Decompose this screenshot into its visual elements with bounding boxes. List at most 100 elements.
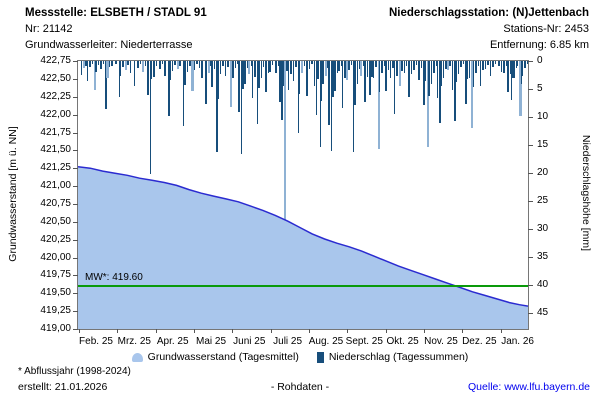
source-link[interactable]: Quelle: www.lfu.bayern.de [468, 381, 590, 393]
precip-bar [144, 61, 147, 66]
precip-bar [328, 61, 330, 125]
precip-bar [306, 61, 308, 96]
y-left-tick [73, 186, 78, 188]
precip-bar [348, 61, 350, 70]
precip-bar [471, 61, 474, 128]
precip-bar [445, 61, 447, 69]
precip-bar [171, 61, 174, 72]
y-left-tick-label: 419,00 [40, 323, 71, 334]
precip-bar [389, 61, 392, 79]
precip-bar [320, 61, 323, 102]
precip-bar [298, 61, 301, 94]
precip-bar [150, 61, 153, 79]
precip-bar [89, 61, 91, 67]
y-right-tick-label: 25 [537, 194, 549, 206]
y-right-tick [528, 312, 533, 314]
x-axis-tick-label: Feb. 25 [79, 336, 113, 347]
precip-bar [227, 61, 229, 67]
precip-bar [292, 61, 295, 82]
precip-bar [352, 61, 355, 152]
precip-bar [303, 61, 306, 66]
y-left-tick [73, 257, 78, 259]
y-left-tick [73, 275, 78, 277]
source: Quelle: www.lfu.bayern.de [468, 381, 590, 393]
y-left-tick-label: 419,50 [40, 287, 71, 299]
station-header: Messstelle: ELSBETH / STADL 91 Nr: 21142… [25, 5, 207, 53]
precip-bar [362, 61, 365, 66]
precip-bar [428, 61, 430, 96]
precip-bar [424, 61, 426, 82]
precip-bar [396, 61, 398, 76]
y-right-tick-label: 40 [537, 278, 549, 290]
y-right-tick-label: 20 [537, 166, 549, 178]
precip-bar [86, 61, 89, 82]
chart-frame: MW*: 419.60 422,75 422,50 422,25 422,00 421,… [40, 55, 548, 347]
precip-bar [229, 61, 232, 107]
precip-bar [492, 61, 494, 68]
precip-bar [244, 61, 246, 84]
precip-bar [334, 61, 336, 92]
precip-bar [269, 61, 271, 73]
precip-bar [186, 61, 189, 73]
precip-bar [466, 61, 468, 79]
precip-bar [498, 61, 500, 66]
x-axis-tick [347, 329, 349, 333]
precip-bar [513, 61, 515, 78]
precip-bar [184, 61, 186, 85]
y-left-tick-label: 420,25 [40, 233, 71, 245]
y-right-tick [528, 228, 533, 230]
precip-bar [97, 61, 100, 65]
precip-bar [433, 61, 435, 73]
y-left-tick [73, 78, 78, 80]
precip-bar [451, 61, 454, 90]
precip-bar [520, 61, 523, 84]
precip-bar [295, 61, 297, 67]
precip-bar [410, 61, 413, 75]
x-axis-tick-label: Mrz. 25 [117, 336, 151, 347]
y-left-tick-label: 422,25 [40, 90, 71, 102]
precip-bar [94, 61, 97, 91]
precip-bar [176, 61, 179, 70]
y-left-tick-label: 422,00 [40, 108, 71, 120]
x-axis-tick-label: Mai 25 [195, 336, 227, 347]
legend-item-precipitation: Niederschlag (Tagessummen) [316, 351, 469, 363]
precip-bar [369, 61, 371, 96]
y-right-tick [528, 256, 533, 258]
precip-station-distance: Entfernung: 6.85 km [489, 39, 589, 51]
precip-bar [372, 61, 375, 79]
precip-bar [182, 61, 185, 126]
precip-bar [287, 61, 290, 90]
precip-bar [129, 61, 132, 73]
precip-bar [500, 61, 503, 72]
precip-bar [258, 61, 260, 88]
precip-bar [222, 61, 224, 66]
precip-bar [159, 61, 161, 70]
precip-bar [317, 61, 319, 79]
aquifer-name: Grundwasserleiter: Niederterrasse [25, 39, 193, 51]
precip-bar [356, 61, 359, 84]
precip-bar [137, 61, 139, 68]
precip-bar [133, 61, 136, 86]
precip-bar [455, 61, 457, 83]
y-left-tick-label: 421,75 [40, 126, 71, 138]
precip-bar [281, 61, 283, 121]
precip-station-title: Niederschlagsstation: (N)Jettenbach [388, 7, 589, 19]
precip-bar [446, 61, 449, 70]
y-left-tick [73, 96, 78, 98]
x-axis-tick [385, 329, 387, 333]
precip-bar [207, 61, 210, 74]
x-axis-tick-label: Okt. 25 [386, 336, 419, 347]
mean-water-label: MW*: 419.60 [85, 272, 143, 284]
precip-bar [403, 61, 406, 73]
precip-bar [196, 61, 198, 65]
precip-bar [111, 61, 113, 66]
precip-bar [413, 61, 415, 70]
precip-bar [251, 61, 254, 98]
precip-bar [139, 61, 142, 65]
legend-label-precipitation: Niederschlag (Tagessummen) [328, 351, 469, 363]
y-right-tick [528, 144, 533, 146]
precip-bar [147, 61, 149, 96]
plot-area: MW*: 419.60 [78, 61, 528, 329]
precip-bar [350, 61, 353, 65]
precip-bar [436, 61, 439, 98]
